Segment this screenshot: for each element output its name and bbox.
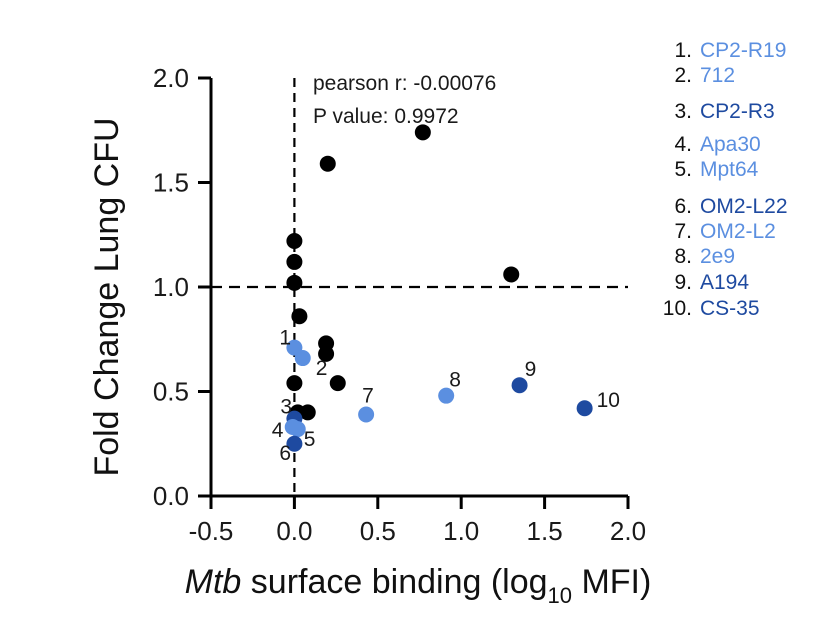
legend-number: 2. xyxy=(674,64,692,87)
data-point xyxy=(286,375,303,392)
data-point-2 xyxy=(294,350,311,367)
y-tick-label: 0.0 xyxy=(153,481,189,511)
x-axis-title: Mtb surface binding (log10 MFI) xyxy=(185,563,652,608)
legend-number: 7. xyxy=(674,220,692,243)
legend-number: 9. xyxy=(674,271,692,294)
x-tick-label: 2.0 xyxy=(610,516,646,546)
data-point-5 xyxy=(289,421,306,438)
y-axis-title: Fold Change Lung CFU xyxy=(88,117,126,476)
legend-number: 6. xyxy=(674,195,692,218)
x-axis-title-italic: Mtb xyxy=(185,563,242,601)
legend-number: 5. xyxy=(674,158,692,181)
y-tick-label: 1.0 xyxy=(153,272,189,302)
x-tick-label: 0.5 xyxy=(360,516,396,546)
x-tick-label: 1.0 xyxy=(443,516,479,546)
point-label-8: 8 xyxy=(449,369,461,392)
data-point-10 xyxy=(576,400,593,417)
p-value-annotation: P value: 0.9972 xyxy=(313,105,459,128)
data-point-8 xyxy=(438,387,455,404)
point-label-4: 4 xyxy=(272,419,284,442)
legend-name: CP2-R19 xyxy=(700,39,787,62)
data-points xyxy=(284,124,593,452)
data-point xyxy=(329,375,346,392)
legend-name: 712 xyxy=(700,64,736,87)
data-point xyxy=(286,253,303,270)
legend-name: CS-35 xyxy=(700,297,760,320)
data-point xyxy=(286,233,303,250)
legend-name: Mpt64 xyxy=(700,158,759,181)
x-axis-title-end: MFI) xyxy=(572,563,651,601)
y-tick-label: 1.5 xyxy=(153,168,189,198)
x-tick-label: 1.5 xyxy=(527,516,563,546)
data-point xyxy=(291,308,308,325)
data-point-9 xyxy=(511,377,528,394)
point-label-2: 2 xyxy=(316,357,328,380)
legend-name: 2e9 xyxy=(700,245,736,268)
legend-name: OM2-L2 xyxy=(700,220,776,243)
x-tick-label: -0.5 xyxy=(189,516,234,546)
point-label-7: 7 xyxy=(362,384,374,407)
data-point xyxy=(414,124,431,141)
legend-name: CP2-R3 xyxy=(700,100,775,123)
point-label-5: 5 xyxy=(304,428,316,451)
x-axis-title-subscript: 10 xyxy=(548,583,572,608)
point-label-10: 10 xyxy=(597,389,620,412)
y-tick-label: 2.0 xyxy=(153,63,189,93)
legend-name: OM2-L22 xyxy=(700,195,788,218)
y-tick-label: 0.5 xyxy=(153,377,189,407)
x-tick-label: 0.0 xyxy=(276,516,312,546)
data-point xyxy=(319,155,336,172)
legend-number: 10. xyxy=(662,297,692,320)
pearson-annotation: pearson r: -0.00076 xyxy=(313,72,496,95)
point-label-1: 1 xyxy=(279,327,291,350)
point-label-9: 9 xyxy=(525,358,537,381)
x-axis-title-main: surface binding (log xyxy=(241,563,547,601)
axes: 0.00.51.01.52.0-0.5 0.0 0.5 1.0 1.5 2.0 xyxy=(153,63,646,546)
legend-name: Apa30 xyxy=(700,133,761,156)
legend-number: 8. xyxy=(674,245,692,268)
data-point-6 xyxy=(286,435,303,452)
legend-number: 4. xyxy=(674,133,692,156)
data-point xyxy=(318,345,335,362)
legend-number: 3. xyxy=(674,100,692,123)
data-point xyxy=(503,266,520,283)
data-point xyxy=(286,274,303,291)
legend-name: A194 xyxy=(700,271,750,294)
data-point-7 xyxy=(358,406,375,423)
point-label-3: 3 xyxy=(280,396,292,419)
point-labels: 1 2 34 56 7 8 9 10 xyxy=(272,327,620,465)
point-label-6: 6 xyxy=(279,442,291,465)
legend-number: 1. xyxy=(674,39,692,62)
